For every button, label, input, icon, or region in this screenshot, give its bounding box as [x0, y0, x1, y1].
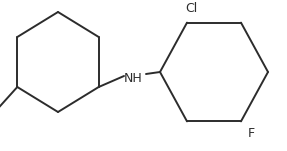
Text: Cl: Cl [185, 2, 197, 15]
Text: F: F [247, 127, 255, 140]
Text: NH: NH [124, 72, 142, 85]
